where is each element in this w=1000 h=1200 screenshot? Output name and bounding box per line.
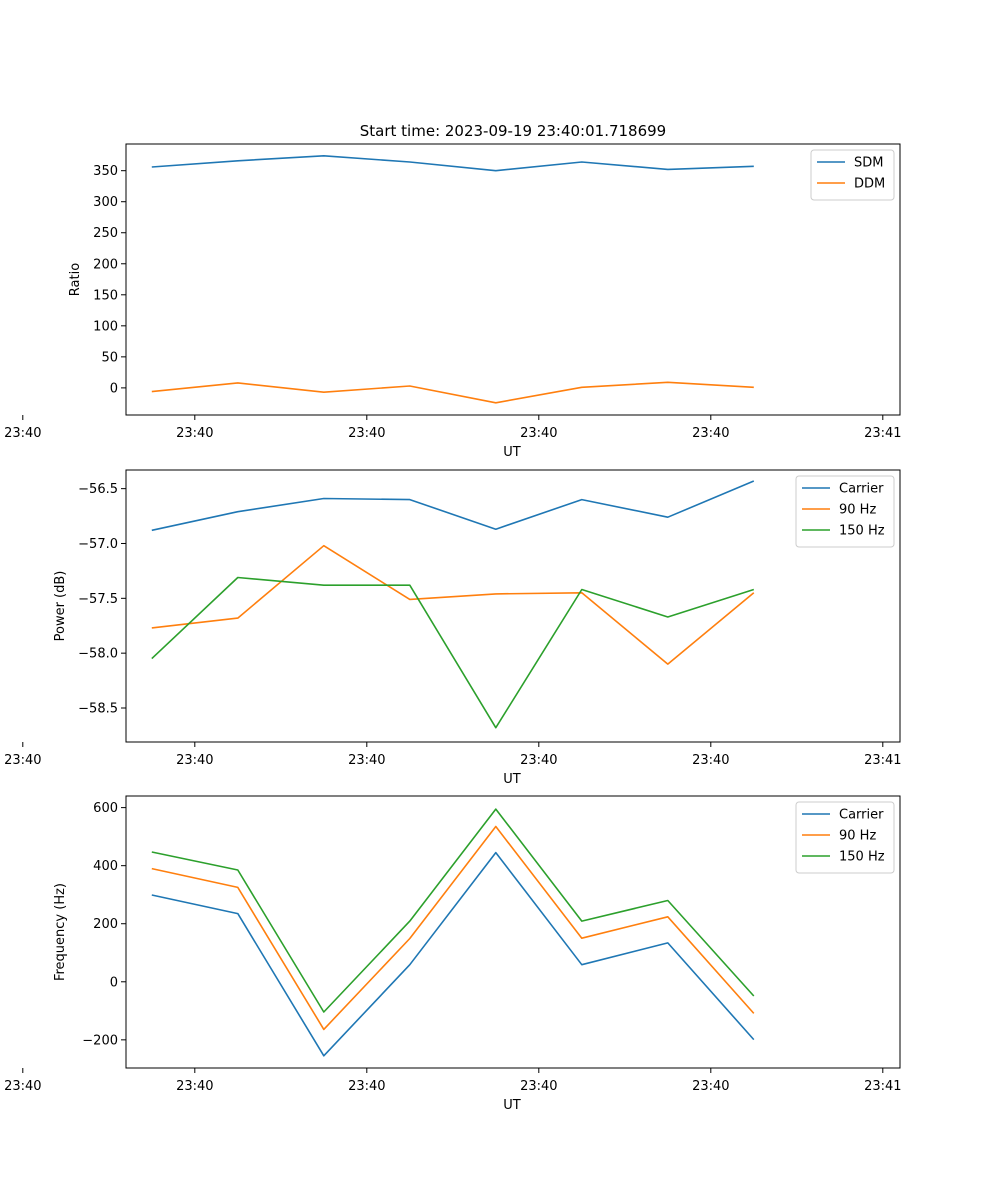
- legend-label: 90 Hz: [839, 829, 876, 844]
- series-line-sdm: [151, 155, 754, 172]
- y-tick-label: −58.5: [78, 702, 118, 717]
- chart-panel-1: 23:40 23:40 23:40 23:40 23:40 23:41 0 50 100 150 2…: [4, 143, 902, 460]
- y-tick-label: 300: [93, 195, 118, 210]
- y-tick-label: −58.0: [78, 647, 118, 662]
- legend-label: Carrier: [839, 482, 884, 497]
- plot-frame: [125, 795, 901, 1069]
- chart-panel-2: 23:40 23:40 23:40 23:40 23:40 23:41 −58.5 −58.0…: [4, 469, 902, 787]
- x-axis-label: UT: [503, 445, 521, 460]
- y-tick-label: 400: [93, 859, 118, 874]
- y-tick-label: 50: [101, 350, 118, 365]
- x-tick-label: 23:40: [348, 426, 385, 441]
- series-line-90-hz: [151, 825, 755, 1031]
- x-tick-label: 23:40: [348, 1079, 385, 1094]
- x-tick-label: 23:41: [864, 753, 901, 768]
- x-tick-label: 23:40: [4, 1079, 41, 1094]
- x-tick-label: 23:41: [864, 426, 901, 441]
- legend-label: 150 Hz: [839, 850, 885, 865]
- series-line-ddm: [151, 381, 754, 404]
- y-tick-label: 150: [93, 288, 118, 303]
- y-tick-label: 0: [110, 975, 118, 990]
- plot-frame: [125, 469, 901, 743]
- y-tick-label: −200: [82, 1033, 118, 1048]
- x-tick-label: 23:40: [692, 426, 729, 441]
- x-tick-label: 23:40: [520, 1079, 557, 1094]
- legend-label: DDM: [854, 177, 885, 192]
- y-tick-label: 350: [93, 164, 118, 179]
- figure-title: Start time: 2023-09-19 23:40:01.718699: [360, 122, 666, 140]
- y-axis-label: Frequency (Hz): [53, 883, 68, 981]
- x-tick-label: 23:40: [692, 1079, 729, 1094]
- series-line-150-hz: [151, 808, 755, 1013]
- x-axis-label: UT: [503, 1098, 521, 1113]
- y-tick-label: 600: [93, 801, 118, 816]
- y-tick-label: 200: [93, 917, 118, 932]
- x-tick-label: 23:40: [520, 753, 557, 768]
- x-tick-label: 23:40: [4, 426, 41, 441]
- y-tick-label: −57.5: [78, 592, 118, 607]
- y-tick-label: 0: [110, 381, 118, 396]
- chart-panel-3: 23:40 23:40 23:40 23:40 23:40 23:41 −200 0 200 40…: [4, 795, 902, 1113]
- x-axis-label: UT: [503, 772, 521, 787]
- x-tick-label: 23:40: [692, 753, 729, 768]
- y-axis-label: Ratio: [68, 263, 83, 296]
- y-tick-label: 200: [93, 257, 118, 272]
- y-tick-label: 100: [93, 319, 118, 334]
- x-tick-label: 23:40: [176, 753, 213, 768]
- y-tick-label: −57.0: [78, 537, 118, 552]
- series-line-carrier: [151, 480, 755, 532]
- x-tick-label: 23:40: [176, 1079, 213, 1094]
- x-tick-label: 23:41: [864, 1079, 901, 1094]
- y-tick-label: −56.5: [78, 482, 118, 497]
- series-line-90-hz: [151, 544, 755, 665]
- x-tick-label: 23:40: [348, 753, 385, 768]
- series-line-carrier: [151, 851, 755, 1057]
- plot-frame: [125, 143, 901, 416]
- y-tick-label: 250: [93, 226, 118, 241]
- legend-label: Carrier: [839, 808, 884, 823]
- x-tick-label: 23:40: [176, 426, 213, 441]
- legend-label: 90 Hz: [839, 503, 876, 518]
- y-axis-label: Power (dB): [53, 571, 68, 642]
- legend-label: SDM: [854, 156, 883, 171]
- x-tick-label: 23:40: [4, 753, 41, 768]
- series-line-150-hz: [151, 576, 755, 729]
- x-tick-label: 23:40: [520, 426, 557, 441]
- legend-label: 150 Hz: [839, 524, 885, 539]
